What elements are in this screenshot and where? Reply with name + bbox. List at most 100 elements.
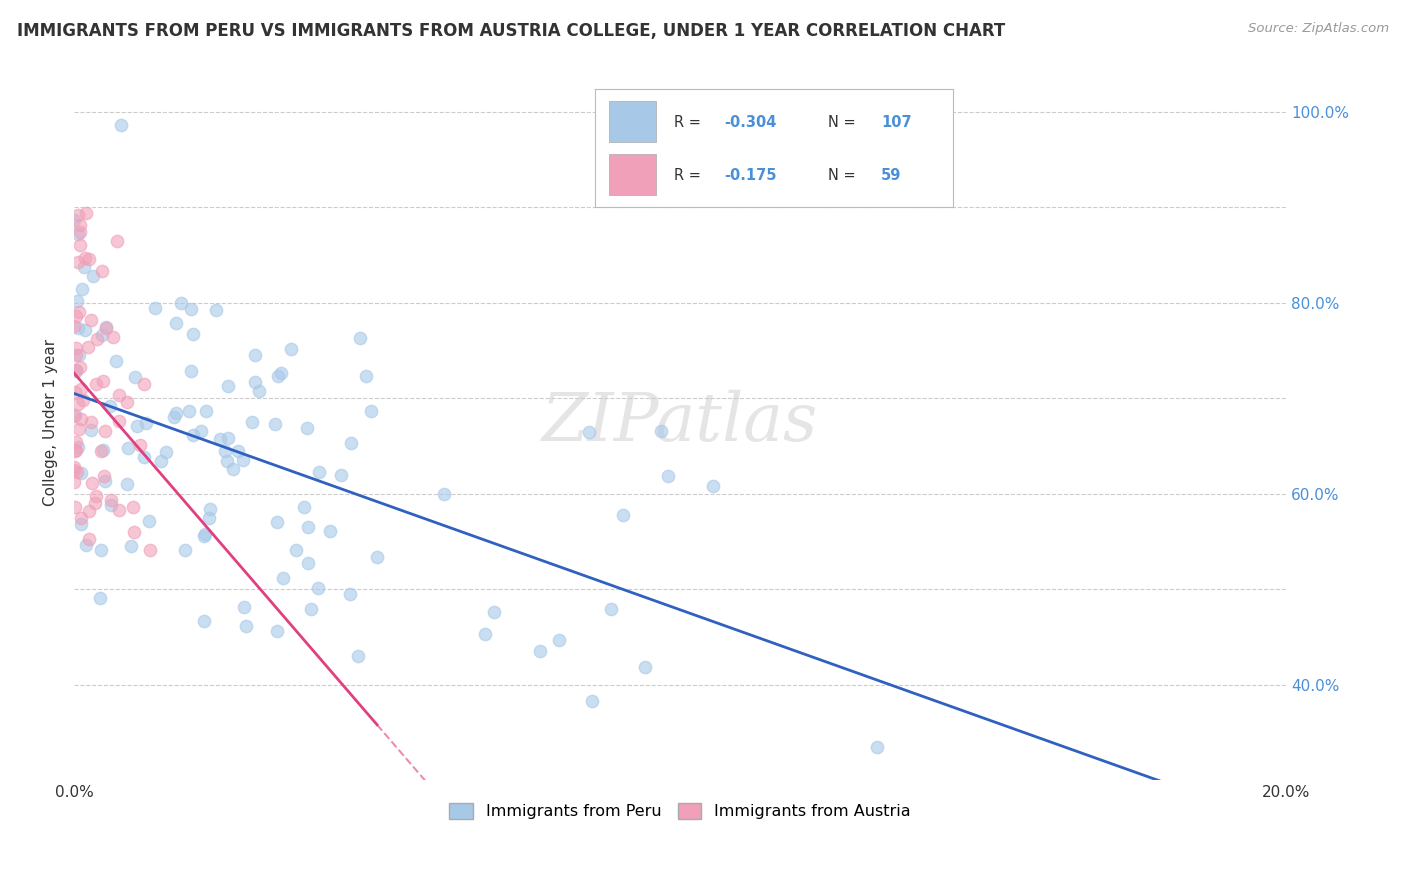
Point bbox=[63, 213, 86, 227]
Point bbox=[67, 422, 90, 436]
Point bbox=[215, 454, 238, 468]
Point bbox=[132, 450, 155, 464]
Point bbox=[181, 427, 204, 442]
Point bbox=[80, 415, 103, 429]
Point bbox=[127, 419, 149, 434]
Point bbox=[170, 295, 193, 310]
Point bbox=[66, 321, 89, 335]
Point bbox=[65, 442, 87, 457]
Point bbox=[267, 369, 290, 384]
Point bbox=[63, 319, 86, 334]
Point bbox=[600, 602, 623, 616]
Point bbox=[66, 227, 89, 241]
Point bbox=[339, 587, 361, 601]
Point bbox=[132, 376, 155, 391]
Point bbox=[101, 330, 124, 344]
Point bbox=[121, 500, 143, 515]
Point bbox=[80, 476, 103, 491]
Point bbox=[91, 442, 114, 457]
Point bbox=[179, 364, 201, 378]
Point bbox=[228, 443, 250, 458]
Point bbox=[94, 320, 117, 334]
Point bbox=[240, 415, 263, 429]
Point bbox=[63, 459, 86, 474]
Point bbox=[366, 550, 388, 565]
Point bbox=[107, 502, 129, 516]
Text: Source: ZipAtlas.com: Source: ZipAtlas.com bbox=[1249, 22, 1389, 36]
Point bbox=[80, 423, 103, 437]
Point bbox=[266, 624, 288, 639]
Point bbox=[200, 502, 222, 516]
Point bbox=[63, 444, 86, 458]
Point bbox=[94, 474, 117, 488]
Point bbox=[474, 626, 496, 640]
Point bbox=[173, 543, 195, 558]
Point bbox=[108, 388, 131, 402]
Y-axis label: College, Under 1 year: College, Under 1 year bbox=[44, 338, 58, 506]
Point bbox=[73, 260, 96, 274]
Point bbox=[63, 408, 86, 422]
Point bbox=[69, 382, 91, 396]
Point bbox=[195, 404, 218, 418]
Point bbox=[866, 740, 889, 755]
Point bbox=[77, 252, 100, 266]
Point bbox=[165, 316, 187, 330]
Point bbox=[66, 208, 89, 222]
Point bbox=[280, 342, 302, 356]
Point bbox=[90, 444, 112, 458]
Point bbox=[124, 370, 146, 384]
Point bbox=[349, 331, 371, 345]
Point bbox=[82, 268, 104, 283]
Point bbox=[209, 433, 232, 447]
Point bbox=[218, 379, 240, 393]
Point bbox=[247, 384, 270, 398]
Point bbox=[100, 498, 122, 512]
Point bbox=[214, 444, 236, 458]
Point bbox=[67, 440, 90, 454]
Point bbox=[105, 234, 128, 248]
Point bbox=[69, 516, 91, 531]
Point bbox=[70, 467, 93, 481]
Point bbox=[297, 520, 319, 534]
Point bbox=[270, 366, 292, 380]
Point bbox=[63, 463, 86, 477]
Point bbox=[65, 342, 87, 356]
Point bbox=[243, 375, 266, 389]
Point bbox=[529, 644, 551, 658]
Point bbox=[243, 348, 266, 362]
Point bbox=[72, 393, 94, 408]
Point bbox=[66, 293, 89, 308]
Point bbox=[578, 425, 600, 439]
Point bbox=[143, 301, 166, 315]
Point bbox=[484, 605, 506, 619]
Point bbox=[65, 364, 87, 378]
Point bbox=[150, 454, 173, 468]
Point bbox=[294, 500, 316, 514]
Point bbox=[117, 476, 139, 491]
Point bbox=[90, 543, 112, 558]
Point bbox=[194, 526, 217, 541]
Point bbox=[72, 282, 94, 296]
Point bbox=[297, 556, 319, 570]
Point bbox=[319, 524, 342, 538]
Point bbox=[63, 500, 86, 515]
Point bbox=[70, 411, 93, 425]
Point bbox=[650, 424, 672, 438]
Point bbox=[128, 438, 150, 452]
Point bbox=[135, 417, 157, 431]
Point bbox=[96, 320, 118, 334]
Point bbox=[69, 360, 91, 375]
Point bbox=[117, 441, 139, 455]
Point bbox=[69, 219, 91, 233]
Point bbox=[232, 600, 254, 615]
Point bbox=[139, 543, 162, 558]
Point bbox=[330, 467, 353, 482]
Point bbox=[308, 581, 330, 595]
Point bbox=[75, 323, 97, 337]
Text: ZIPatlas: ZIPatlas bbox=[541, 390, 818, 455]
Point bbox=[266, 515, 288, 529]
Point bbox=[193, 614, 215, 628]
Point bbox=[63, 475, 86, 490]
Point bbox=[67, 255, 90, 269]
Point bbox=[190, 425, 212, 439]
